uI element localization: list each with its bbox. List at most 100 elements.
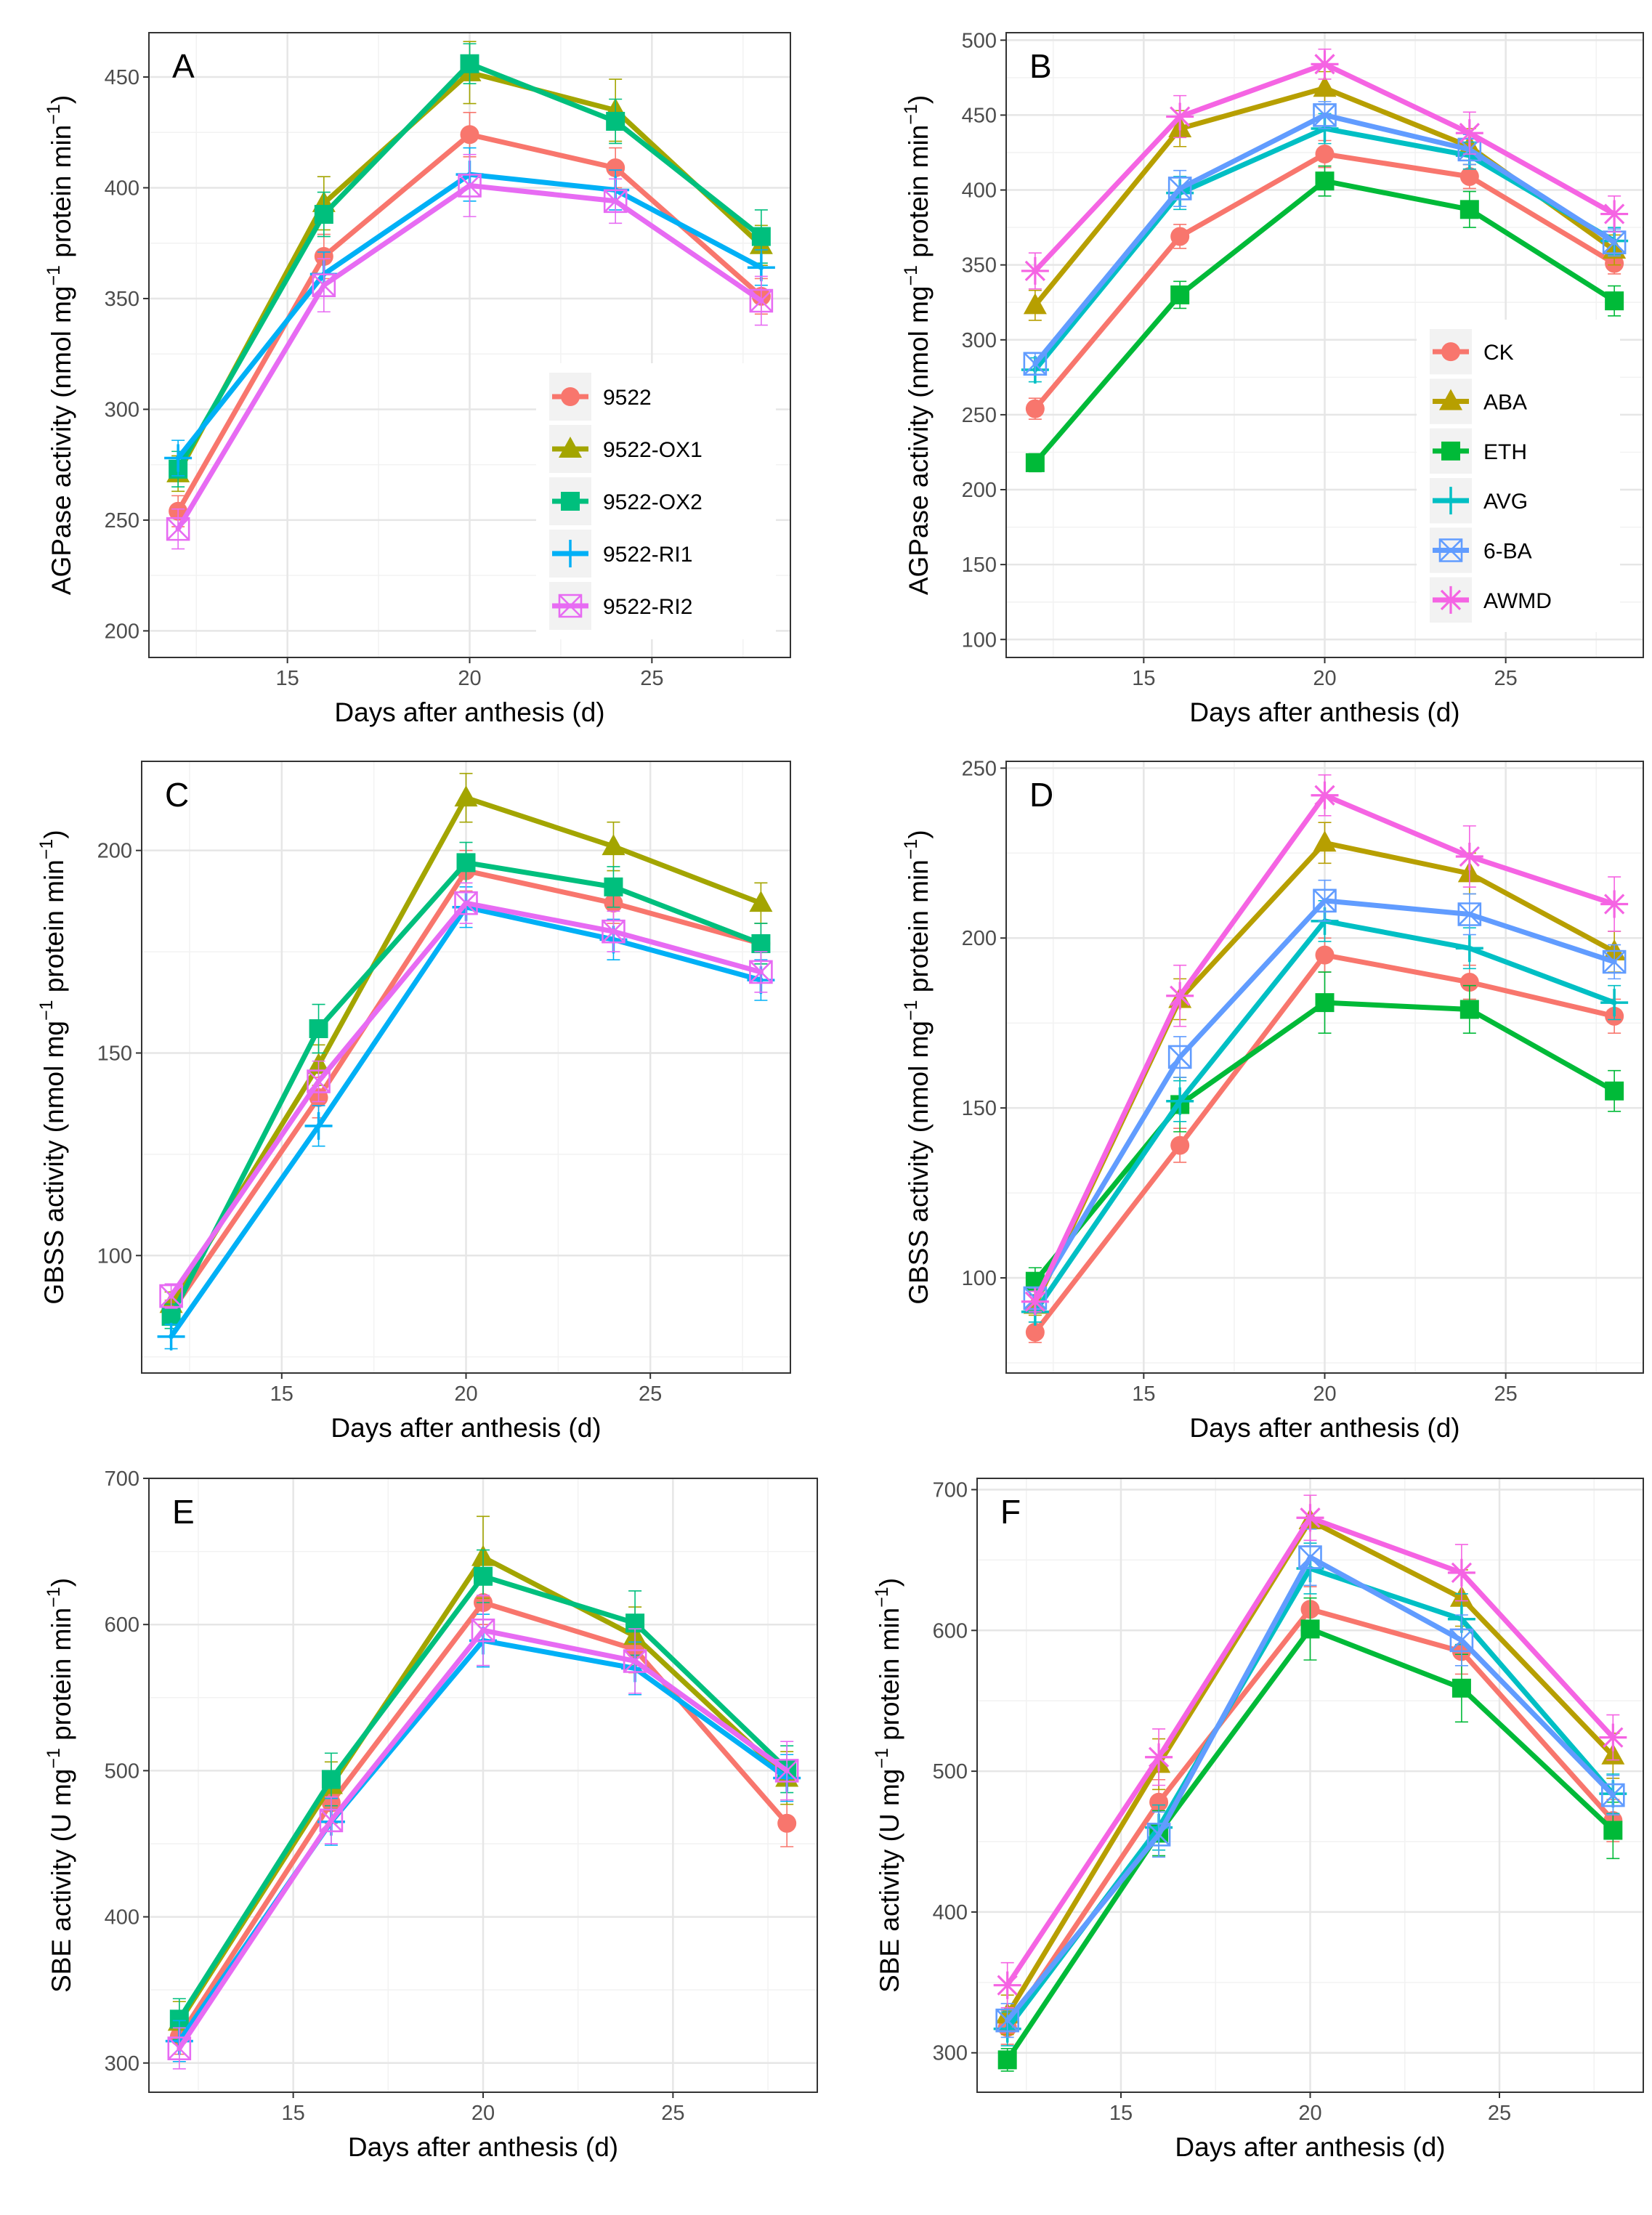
y-axis-title-part: protein min xyxy=(46,1608,76,1748)
series-9522-ri2 xyxy=(167,1595,799,2070)
data-point xyxy=(604,877,623,896)
x-tick-label: 20 xyxy=(1313,667,1336,690)
data-point xyxy=(1313,103,1337,127)
data-point xyxy=(1023,352,1048,376)
data-point xyxy=(312,273,336,297)
series-eth xyxy=(1025,165,1624,473)
legend-key-marker xyxy=(1441,441,1460,461)
y-tick-label: 350 xyxy=(962,254,997,278)
data-point xyxy=(1601,1783,1625,1807)
data-point xyxy=(995,2008,1019,2033)
y-tick-label: 300 xyxy=(933,2042,968,2065)
data-point xyxy=(1166,1087,1194,1115)
x-axis-title: Days after anthesis (d) xyxy=(331,1413,601,1443)
series-9522-ri2 xyxy=(166,153,774,550)
legend-label: 9522-OX1 xyxy=(603,438,702,462)
legend-label: AWMD xyxy=(1483,589,1552,613)
y-axis-title-part: ) xyxy=(46,1578,76,1587)
data-point xyxy=(460,125,479,145)
legend: CK ABA ETH AVG 6-BA AWMD xyxy=(1417,320,1620,632)
data-point xyxy=(997,2050,1017,2070)
panel-label: F xyxy=(1000,1493,1021,1531)
legend-label: 9522 xyxy=(603,386,652,410)
panel-border xyxy=(141,761,791,1374)
y-tick-label: 350 xyxy=(105,288,139,311)
data-point xyxy=(1166,981,1194,1010)
chart-panel-a: 15 20 25 200 250 300 350 400 450 A Days after anth… xyxy=(44,32,791,727)
data-point xyxy=(319,1808,344,1833)
y-tick-label: 200 xyxy=(105,620,139,643)
x-tick-label: 20 xyxy=(471,2102,495,2125)
chart-panel-e: 15 20 25 300 400 500 600 700 E Days after anthesi… xyxy=(44,1467,818,2162)
y-axis-title-sup: −1 xyxy=(901,1000,921,1021)
chart-panel-f: 15 20 25 300 400 500 600 700 F Days after anthesi… xyxy=(872,1478,1644,2162)
series-eth xyxy=(997,1597,1623,2072)
data-point xyxy=(1603,1821,1623,1840)
y-axis-title: AGPase activity (nmol mg−1 protein min−1… xyxy=(44,95,76,595)
legend-label: ABA xyxy=(1483,391,1527,415)
y-tick-label: 400 xyxy=(933,1901,968,1924)
data-point xyxy=(1170,1135,1190,1155)
x-tick-label: 15 xyxy=(276,667,299,690)
y-axis-title-sup: −1 xyxy=(901,104,921,125)
legend-key-marker xyxy=(556,540,584,567)
data-point xyxy=(993,1971,1021,1999)
data-point xyxy=(1146,1823,1171,1847)
data-point xyxy=(777,1813,797,1833)
data-point xyxy=(474,1566,493,1586)
data-point xyxy=(1605,1081,1624,1101)
data-point xyxy=(1296,1504,1324,1532)
legend-key-marker xyxy=(561,492,580,511)
legend: 9522 9522-OX1 9522-OX2 9522-RI1 9522-RI2 xyxy=(536,363,776,639)
data-point xyxy=(1166,102,1194,131)
y-tick-label: 300 xyxy=(105,2052,139,2076)
x-tick-label: 15 xyxy=(270,1382,293,1406)
data-point xyxy=(606,111,625,131)
data-point xyxy=(1451,1678,1471,1698)
y-axis-title-sup: −1 xyxy=(44,1587,64,1608)
y-axis-title-part: SBE activity (U mg xyxy=(46,1769,76,1993)
data-point xyxy=(1313,830,1337,852)
x-tick-label: 15 xyxy=(282,2102,305,2125)
legend-key-marker xyxy=(1437,586,1465,614)
y-axis-title-part: ) xyxy=(904,95,934,104)
data-point xyxy=(1600,890,1629,918)
data-point xyxy=(1447,1558,1475,1587)
y-axis-title-sup: −1 xyxy=(44,265,64,286)
y-tick-label: 200 xyxy=(97,840,132,863)
y-axis-title-part: ) xyxy=(875,1578,904,1587)
data-point xyxy=(471,1618,495,1643)
y-axis-title-sup: −1 xyxy=(872,1587,892,1608)
x-tick-label: 25 xyxy=(1488,2102,1511,2125)
y-tick-label: 600 xyxy=(933,1619,968,1643)
y-axis-title: AGPase activity (nmol mg−1 protein min−1… xyxy=(901,95,934,595)
data-point xyxy=(1599,1723,1627,1752)
legend-label: AVG xyxy=(1483,490,1528,514)
data-point xyxy=(1315,945,1335,965)
data-point xyxy=(1025,399,1045,418)
data-point xyxy=(749,891,773,912)
y-tick-label: 500 xyxy=(933,1760,968,1783)
data-point xyxy=(1025,453,1045,472)
legend-key-marker xyxy=(558,594,583,618)
data-point xyxy=(1600,989,1629,1017)
data-point xyxy=(309,1019,328,1039)
data-point xyxy=(1311,781,1339,809)
y-axis-title-part: protein min xyxy=(39,859,69,1000)
x-tick-label: 25 xyxy=(1494,1382,1518,1406)
x-axis-title: Days after anthesis (d) xyxy=(1175,2132,1445,2162)
y-axis-title: GBSS activity (nmol mg−1 protein min−1) xyxy=(36,830,69,1304)
legend-key-marker xyxy=(1441,342,1460,362)
series-9522-ri2 xyxy=(159,882,773,1309)
data-point xyxy=(623,1649,647,1673)
data-point xyxy=(454,891,478,915)
data-point xyxy=(1605,291,1624,311)
data-point xyxy=(1170,227,1190,246)
y-tick-label: 400 xyxy=(105,177,139,200)
y-tick-label: 200 xyxy=(962,479,997,502)
x-tick-label: 20 xyxy=(1313,1382,1336,1406)
y-axis-title-part: protein min xyxy=(904,125,934,265)
x-axis-title: Days after anthesis (d) xyxy=(1189,697,1459,727)
data-point xyxy=(1455,934,1483,963)
